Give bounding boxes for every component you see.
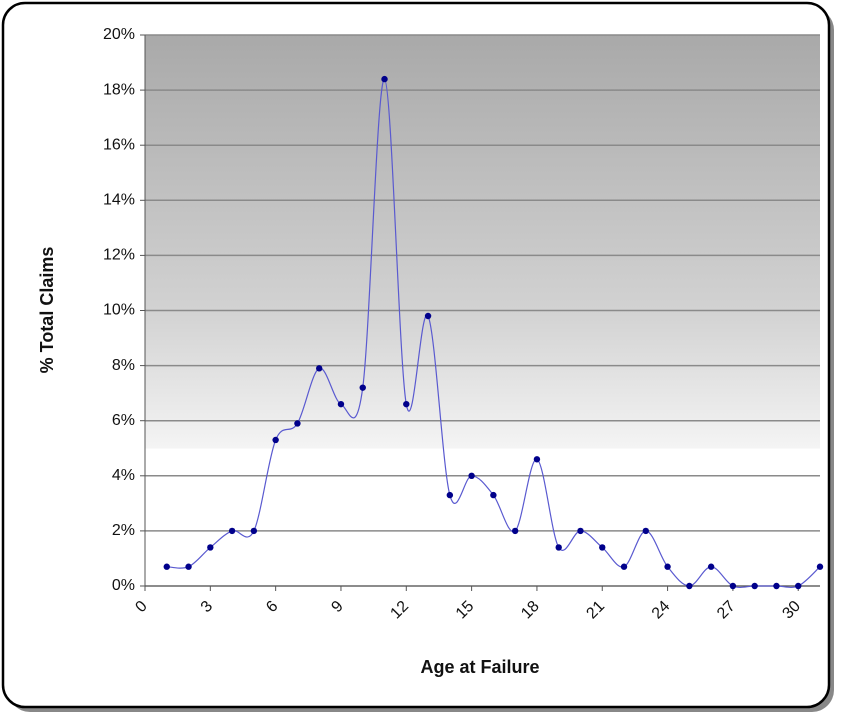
data-point [163,563,170,570]
data-point [272,436,279,444]
y-tick-label: 10% [103,302,135,319]
data-point [773,582,780,590]
data-point [337,400,345,408]
y-tick-label: 16% [103,136,135,153]
y-tick-label: 14% [103,192,135,209]
y-tick-label: 6% [112,412,135,429]
y-tick-label: 8% [112,357,135,374]
data-point [686,582,693,590]
data-point [533,456,541,463]
y-tick-label: 12% [103,247,135,264]
data-point [381,75,388,83]
data-point [294,420,301,427]
data-point [490,491,497,499]
data-line [166,78,821,589]
data-point [250,527,258,535]
data-point [751,582,758,590]
y-tick-label: 18% [103,81,135,98]
data-point [228,527,236,535]
y-tick-label: 20% [103,26,135,43]
data-point [599,544,606,551]
data-point [577,527,584,535]
data-point [795,582,802,590]
y-tick-label: 4% [112,467,135,484]
data-point [816,563,824,570]
y-tick-label: 0% [112,577,135,594]
x-axis-title: Age at Failure [420,657,539,677]
data-point [468,472,475,479]
data-point [555,544,562,551]
data-point [207,544,214,551]
data-point [424,312,432,320]
data-point [707,563,715,570]
data-point [315,365,323,372]
data-point [729,582,737,590]
data-point [403,400,410,408]
y-tick-label: 2% [112,522,135,539]
data-point [620,563,628,570]
data-point [446,491,454,499]
data-point [359,384,366,391]
data-point [642,527,650,535]
y-axis-title: % Total Claims [37,247,57,374]
data-point [185,563,192,570]
data-point [511,527,519,535]
data-point [664,563,671,570]
